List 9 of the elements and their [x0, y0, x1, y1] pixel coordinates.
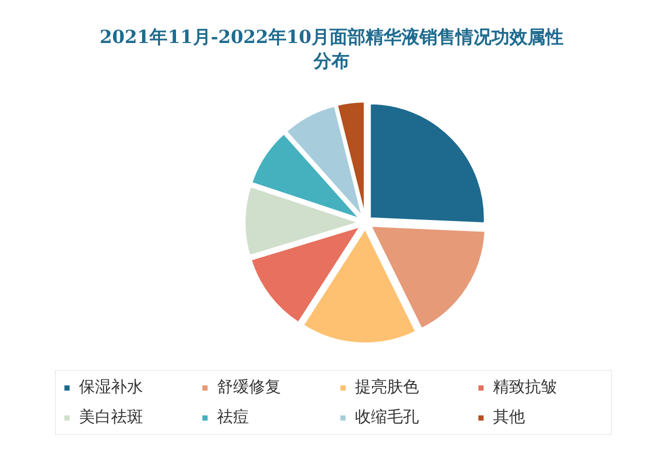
- legend-label: 祛痘: [217, 407, 250, 428]
- legend-label: 保湿补水: [79, 377, 144, 398]
- legend-label: 精致抗皱: [493, 377, 558, 398]
- chart-title: 2021年11月-2022年10月面部精华液销售情况功效属性分布: [98, 26, 564, 74]
- legend-label: 舒缓修复: [217, 377, 282, 398]
- legend-label: 其他: [493, 407, 526, 428]
- legend-label: 提亮肤色: [355, 377, 420, 398]
- legend-label: 美白祛斑: [79, 407, 144, 428]
- legend-label: 收缩毛孔: [355, 407, 420, 428]
